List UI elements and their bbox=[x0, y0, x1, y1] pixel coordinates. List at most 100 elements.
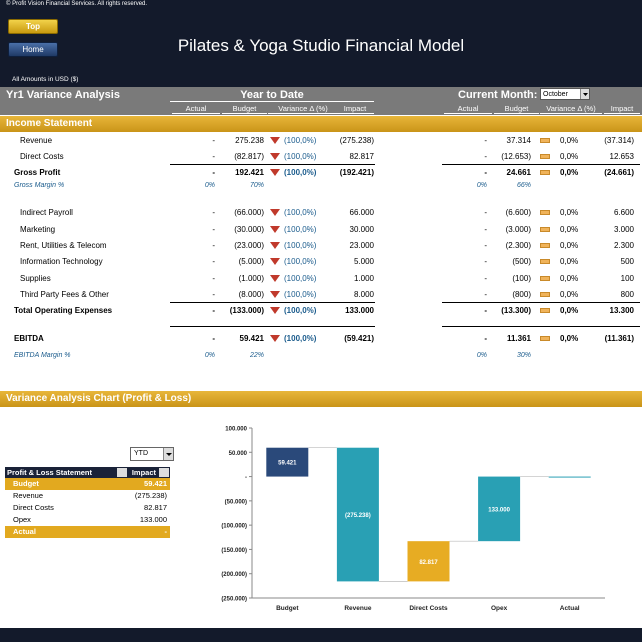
x-tick-label: Revenue bbox=[344, 605, 371, 612]
page-title: Pilates & Yoga Studio Financial Model bbox=[177, 36, 465, 55]
variance-value: (100,0%) bbox=[284, 334, 317, 343]
home-button[interactable]: Home bbox=[8, 42, 58, 57]
down-arrow-icon bbox=[270, 242, 280, 250]
cm-cell: - bbox=[484, 241, 487, 250]
cm-cell: 0% bbox=[476, 352, 487, 359]
cm-cell: - bbox=[484, 208, 487, 217]
cm-cell: (24.661) bbox=[604, 168, 634, 177]
amounts-note: All Amounts in USD ($) bbox=[12, 76, 79, 83]
cm-cell: (12.653) bbox=[501, 152, 531, 161]
row-label: Indirect Payroll bbox=[20, 208, 73, 217]
x-tick-label: Budget bbox=[276, 605, 299, 612]
waterfall-bar bbox=[478, 476, 521, 542]
ytd-variance-cell: (100,0%) bbox=[270, 287, 336, 303]
flat-indicator-icon bbox=[540, 243, 550, 249]
pl-row-value: - bbox=[164, 527, 168, 536]
ytd-cell: - bbox=[212, 306, 215, 315]
ytd-variance-cell: (100,0%) bbox=[270, 238, 336, 254]
variance-header: Yr1 Variance Analysis Year to Date Curre… bbox=[0, 87, 642, 115]
pl-table-row: Budget 59.421 bbox=[5, 478, 170, 490]
ytd-cell: (59.421) bbox=[344, 334, 374, 343]
cm-cell: 12.653 bbox=[609, 152, 634, 161]
pl-row-name: Direct Costs bbox=[13, 503, 54, 512]
ytd-cell: 133.000 bbox=[345, 306, 374, 315]
down-arrow-icon bbox=[270, 153, 280, 161]
ytd-variance-cell: (100,0%) bbox=[270, 133, 336, 149]
filter-icon[interactable] bbox=[159, 468, 169, 477]
cm-cell: (800) bbox=[512, 290, 531, 299]
variance-value: (100,0%) bbox=[284, 136, 317, 145]
cm-cell: (3.000) bbox=[505, 225, 531, 234]
ytd-cell: (5.000) bbox=[238, 257, 264, 266]
table-row: Indirect Payroll - (66.000) (100,0%) 66.000 -… bbox=[0, 205, 642, 221]
variance-value: (100,0%) bbox=[284, 290, 317, 299]
row-label: Rent, Utilities & Telecom bbox=[20, 241, 107, 250]
divider bbox=[170, 302, 375, 303]
ytd-cell: (23.000) bbox=[234, 241, 264, 250]
y-tick-label: 50.000 bbox=[229, 451, 248, 457]
waterfall-bar bbox=[548, 476, 591, 478]
ytd-cell: - bbox=[212, 334, 215, 343]
ytd-cell: - bbox=[212, 274, 215, 283]
cm-cell: (13.300) bbox=[501, 306, 531, 315]
bar-data-label: 133.000 bbox=[488, 507, 510, 513]
ytd-variance-cell: (100,0%) bbox=[270, 331, 336, 347]
cm-cell: (500) bbox=[512, 257, 531, 266]
period-select-value: YTD bbox=[134, 450, 148, 457]
variance-value: (100,0%) bbox=[284, 225, 317, 234]
chevron-down-icon[interactable] bbox=[163, 448, 173, 460]
cm-cell: - bbox=[484, 334, 487, 343]
flat-indicator-icon bbox=[540, 138, 550, 144]
col-actual-ytd: Actual bbox=[172, 104, 220, 114]
cm-cell: 66% bbox=[516, 182, 531, 189]
cm-cell: 0% bbox=[476, 182, 487, 189]
waterfall-bar bbox=[266, 447, 309, 477]
row-label: Marketing bbox=[20, 225, 56, 234]
table-row: EBITDA Margin % 0% 22% 0% 30% bbox=[0, 348, 642, 364]
income-statement-bar: Income Statement bbox=[0, 116, 642, 132]
ytd-cell: 1.000 bbox=[353, 274, 374, 283]
cm-cell: - bbox=[484, 274, 487, 283]
y-tick-label: - bbox=[245, 475, 247, 481]
cm-cell: - bbox=[484, 168, 487, 177]
down-arrow-icon bbox=[270, 275, 280, 283]
row-label: Third Party Fees & Other bbox=[20, 290, 109, 299]
cm-cell: (100) bbox=[512, 274, 531, 283]
cm-cell: 500 bbox=[620, 257, 634, 266]
ytd-cell: (66.000) bbox=[234, 208, 264, 217]
col-variance-cm: Variance Δ (%) bbox=[540, 104, 602, 114]
pl-row-name: Budget bbox=[13, 479, 39, 488]
flat-indicator-icon bbox=[540, 276, 550, 282]
ytd-variance-cell: (100,0%) bbox=[270, 222, 336, 238]
ytd-cell: (275.238) bbox=[339, 136, 374, 145]
table-row: Total Operating Expenses - (133.000) (100,0… bbox=[0, 303, 642, 319]
cm-cell: 800 bbox=[620, 290, 634, 299]
cm-variance-cell: 0,0% bbox=[540, 254, 602, 270]
pl-table-row: Revenue (275.238) bbox=[5, 490, 170, 502]
top-button[interactable]: Top bbox=[8, 19, 58, 34]
table-row: Information Technology - (5.000) (100,0%) 5.… bbox=[0, 254, 642, 270]
col-impact-cm: Impact bbox=[604, 104, 640, 114]
col-actual-cm: Actual bbox=[444, 104, 492, 114]
cm-cell: (11.361) bbox=[604, 334, 634, 343]
table-row: Gross Profit - 192.421 (100,0%) (192.421) - 24… bbox=[0, 165, 642, 181]
cm-cell: 3.000 bbox=[613, 225, 634, 234]
chevron-down-icon[interactable] bbox=[580, 89, 589, 99]
ytd-cell: 8.000 bbox=[353, 290, 374, 299]
bar-data-label: 59.421 bbox=[278, 461, 297, 467]
divider bbox=[442, 302, 640, 303]
ytd-cell: - bbox=[212, 208, 215, 217]
period-select[interactable]: YTD bbox=[130, 447, 174, 461]
filter-icon[interactable] bbox=[117, 468, 127, 477]
variance-value: (100,0%) bbox=[284, 168, 317, 177]
row-label: EBITDA bbox=[14, 334, 44, 343]
pl-table-header: Profit & Loss Statement Impact bbox=[5, 467, 170, 478]
y-tick-label: 100.000 bbox=[225, 427, 247, 433]
cm-cell: - bbox=[484, 306, 487, 315]
cm-cell: 30% bbox=[516, 352, 531, 359]
month-select[interactable]: October bbox=[540, 88, 590, 100]
flat-indicator-icon bbox=[540, 210, 550, 216]
cm-variance-cell: 0,0% bbox=[540, 238, 602, 254]
divider bbox=[170, 164, 375, 165]
variance-value: 0,0% bbox=[560, 274, 579, 283]
